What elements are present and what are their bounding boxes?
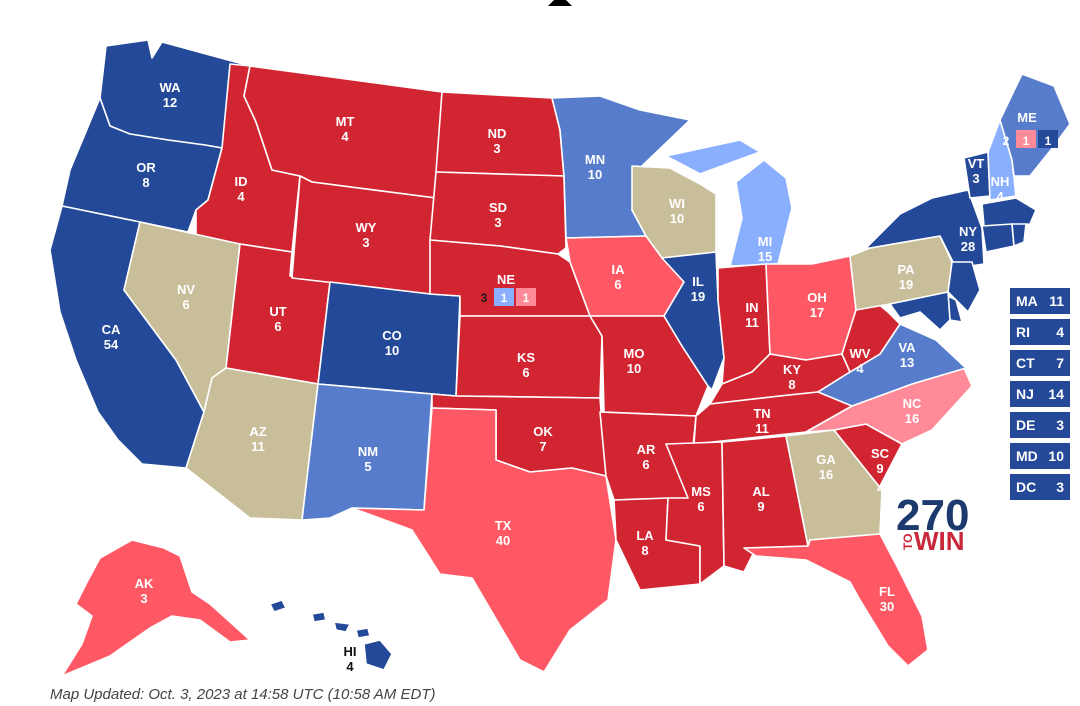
small-state-ri[interactable]: RI 4	[1010, 319, 1070, 345]
270towin-logo[interactable]: 270 TO WIN	[896, 491, 969, 556]
small-state-ev: 3	[1056, 417, 1064, 433]
small-state-ev: 14	[1048, 386, 1064, 402]
ne-district-2-box[interactable]	[516, 288, 536, 306]
state-hi[interactable]	[269, 599, 393, 671]
state-nm[interactable]	[301, 383, 433, 521]
small-state-list: MA 11 RI 4 CT 7 NJ 14 DE 3 MD 10 DC 3	[1010, 288, 1070, 500]
state-oh[interactable]	[765, 255, 857, 361]
state-ri[interactable]	[1011, 223, 1027, 247]
state-ct[interactable]	[981, 223, 1015, 253]
small-state-ev: 3	[1056, 479, 1064, 495]
small-state-abbr: DC	[1016, 479, 1036, 495]
map-updated-footer: Map Updated: Oct. 3, 2023 at 14:58 UTC (…	[50, 686, 436, 703]
logo-win: WIN	[914, 526, 965, 556]
small-state-abbr: DE	[1016, 417, 1035, 433]
small-state-nj[interactable]: NJ 14	[1010, 381, 1070, 407]
small-state-abbr: CT	[1016, 355, 1035, 371]
state-il[interactable]	[661, 251, 725, 391]
ne-district-1-ev: 1	[501, 291, 508, 305]
small-state-de[interactable]: DE 3	[1010, 412, 1070, 438]
ne-district-1-box[interactable]	[494, 288, 514, 306]
small-state-ev: 10	[1048, 448, 1064, 464]
state-md[interactable]	[889, 291, 951, 331]
small-state-ev: 11	[1049, 293, 1064, 309]
logo-number: 270	[896, 491, 969, 540]
small-state-ma[interactable]: MA 11	[1010, 288, 1070, 314]
state-label-hi: HI	[344, 644, 357, 659]
ne-district-2-ev: 1	[523, 291, 530, 305]
top-arrow-icon[interactable]	[548, 0, 572, 6]
state-ks[interactable]	[455, 315, 603, 399]
state-ak[interactable]	[61, 539, 251, 677]
small-state-abbr: MA	[1016, 293, 1038, 309]
me-statewide-ev: 2	[1003, 134, 1010, 148]
ne-statewide-ev: 3	[481, 291, 488, 305]
me-district-2-box[interactable]	[1038, 130, 1058, 148]
small-state-dc[interactable]: DC 3	[1010, 474, 1070, 500]
state-tx[interactable]	[351, 407, 617, 673]
state-fl[interactable]	[743, 533, 929, 667]
logo-to: TO	[901, 534, 915, 550]
small-state-abbr: NJ	[1016, 386, 1034, 402]
me-district-1-box[interactable]	[1016, 130, 1036, 148]
state-nd[interactable]	[435, 91, 565, 177]
me-district-2-ev: 1	[1045, 134, 1052, 148]
state-nh[interactable]	[987, 119, 1017, 201]
small-state-ct[interactable]: CT 7	[1010, 350, 1070, 376]
me-district-boxes: 2 1 1	[1003, 130, 1058, 148]
state-ev-hi: 4	[346, 659, 354, 674]
small-state-ev: 4	[1056, 324, 1064, 340]
small-state-ev: 7	[1056, 355, 1064, 371]
small-state-abbr: MD	[1016, 448, 1038, 464]
state-ma[interactable]	[981, 197, 1037, 227]
state-ny[interactable]	[865, 189, 985, 269]
me-district-1-ev: 1	[1023, 134, 1030, 148]
state-mi[interactable]	[665, 139, 793, 267]
small-state-md[interactable]: MD 10	[1010, 443, 1070, 469]
ne-district-boxes: 3 1 1	[481, 288, 536, 306]
state-co[interactable]	[317, 281, 461, 397]
small-state-abbr: RI	[1016, 324, 1030, 340]
